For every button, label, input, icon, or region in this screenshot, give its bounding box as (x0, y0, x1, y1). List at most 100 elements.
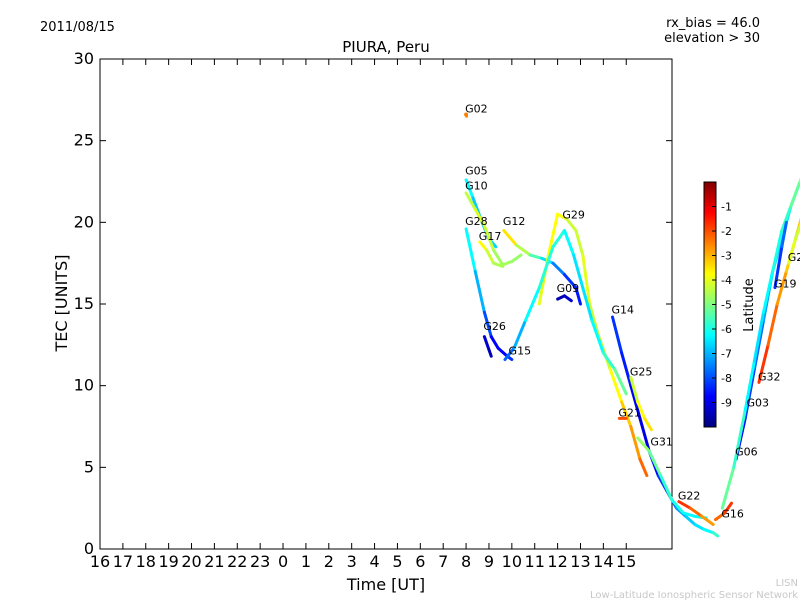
series-segment (636, 400, 647, 420)
series-segment (581, 286, 594, 322)
x-tick-label: 12 (547, 552, 567, 571)
series-segment (752, 310, 766, 363)
series-segment (562, 273, 578, 290)
series-segment (487, 348, 493, 358)
x-tick-label: 22 (227, 552, 247, 571)
series-segment (590, 318, 605, 355)
x-tick-label: 1 (301, 552, 311, 571)
series-segment (528, 253, 544, 260)
x-tick-label: 13 (570, 552, 590, 571)
series-g10 (464, 191, 523, 267)
series-segment (702, 527, 715, 535)
colorbar-tick-label: -3 (721, 250, 732, 263)
series-label: G06 (735, 446, 758, 459)
y-tick-label: 25 (74, 131, 94, 150)
series-segment (773, 245, 784, 290)
series-segment (473, 207, 486, 228)
y-axis-label: TEC [UNITS] (52, 255, 71, 353)
series-segment (720, 465, 736, 510)
y-tick-label: 5 (84, 457, 94, 476)
series-g03 (720, 177, 800, 510)
series-segment (503, 346, 516, 362)
x-tick-label: 3 (347, 552, 357, 571)
series-g19 (773, 220, 788, 290)
series-segment (638, 457, 649, 477)
series-point (464, 112, 469, 117)
x-tick-label: 21 (204, 552, 224, 571)
series-label: G32 (758, 370, 781, 383)
series-segment (700, 514, 715, 526)
colorbar-tick-label: -6 (721, 323, 732, 336)
series-segment (501, 260, 514, 267)
series-label: G20 (788, 251, 800, 264)
series-segment (510, 253, 523, 264)
series-segment (502, 229, 518, 247)
x-tick-label: 20 (181, 552, 201, 571)
series-g25 (629, 376, 653, 432)
series-segment (482, 224, 496, 252)
x-tick-label: 19 (158, 552, 178, 571)
series-g22 (677, 500, 715, 526)
series-segment (478, 240, 489, 252)
footer-network: Low-Latitude Ionospheric Sensor Network (590, 590, 798, 600)
series-segment (581, 253, 592, 306)
series-segment (492, 261, 505, 268)
series-segment (638, 416, 651, 453)
x-tick-label: 9 (484, 552, 494, 571)
x-tick-label: 23 (250, 552, 270, 571)
series-segment (464, 227, 477, 273)
series-segment (572, 253, 585, 290)
series-label: G22 (678, 490, 701, 503)
series-segment (485, 248, 496, 265)
chart-title: PIURA, Peru (342, 38, 429, 56)
series-label: G02 (465, 103, 488, 116)
series-label: G15 (509, 344, 532, 357)
series-label: G31 (650, 436, 673, 449)
colorbar-tick-label: -9 (721, 397, 732, 410)
x-tick-label: 15 (616, 552, 636, 571)
series-segment (681, 511, 697, 518)
series-segment (643, 416, 653, 432)
series-segment (743, 359, 756, 412)
x-tick-label: 14 (593, 552, 613, 571)
series-segment (677, 500, 692, 510)
series-segment (562, 229, 576, 257)
series-segment (473, 269, 486, 314)
series-label: G14 (612, 303, 635, 316)
series-segment (762, 269, 775, 314)
series-segment (551, 261, 566, 277)
series-segment (723, 501, 733, 515)
series-label: G25 (630, 366, 653, 379)
plot-frame (99, 58, 673, 550)
series-segment (574, 229, 585, 257)
rx-bias-label: rx_bias = 46.0 (666, 16, 760, 31)
series-segment (551, 229, 566, 249)
series-g20 (787, 222, 800, 265)
elevation-label: elevation > 30 (664, 31, 760, 46)
x-tick-label: 7 (438, 552, 448, 571)
series-segment (512, 318, 528, 350)
series-g17 (478, 240, 505, 268)
x-tick-label: 4 (369, 552, 379, 571)
series-label: G29 (562, 209, 585, 222)
series-g31 (636, 436, 708, 520)
series-segment (601, 351, 617, 371)
series-label: G16 (721, 508, 744, 521)
series-segment (562, 294, 573, 303)
footer-lisn: LISN (776, 578, 798, 589)
series-label: G05 (465, 165, 488, 178)
series-segment (629, 384, 642, 420)
series-segment (611, 315, 624, 355)
series-segment (496, 346, 509, 358)
series-segment (608, 367, 624, 404)
series-segment (789, 180, 800, 208)
series-segment (620, 351, 633, 388)
series-label: G19 (774, 277, 797, 290)
series-segment (514, 243, 532, 257)
series-segment (482, 335, 491, 352)
series-segment (492, 248, 505, 267)
x-tick-label: 8 (461, 552, 471, 571)
series-segment (565, 217, 578, 232)
series-segment (636, 436, 651, 453)
